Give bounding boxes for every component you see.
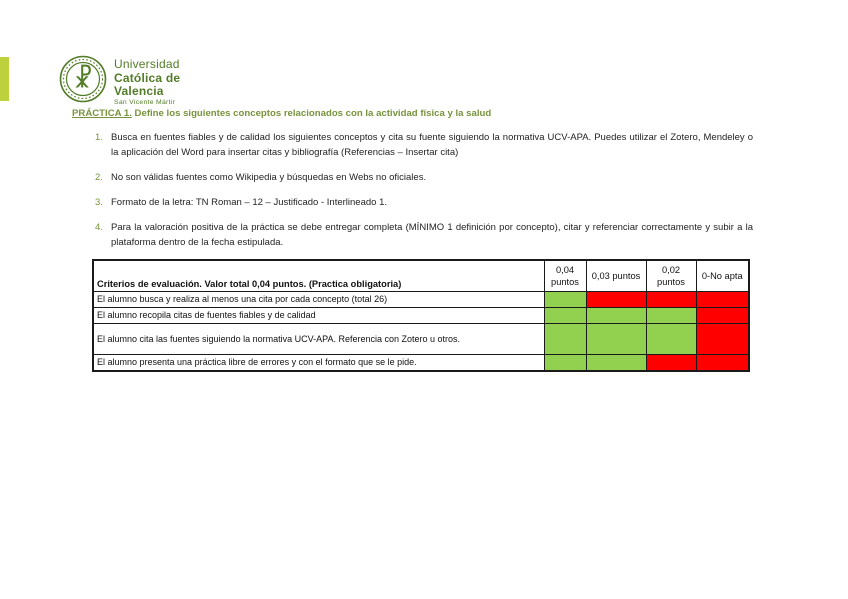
- list-text: No son válidas fuentes como Wikipedia y …: [111, 172, 427, 183]
- university-logo: ☧ Universidad Católica de Valencia San V…: [59, 55, 180, 106]
- score-cell: [543, 291, 587, 308]
- list-number: 2.: [95, 172, 103, 183]
- list-text: Para la valoración positiva de la prácti…: [111, 222, 753, 248]
- list-item: 4. Para la valoración positiva de la prá…: [95, 220, 753, 250]
- svg-text:☧: ☧: [73, 65, 93, 94]
- score-cell: [585, 354, 647, 372]
- criteria-cell: El alumno recopila citas de fuentes fiab…: [92, 307, 545, 324]
- score-cell: [695, 323, 750, 355]
- score-cell: [543, 307, 587, 324]
- list-item: 1. Busca en fuentes fiables y de calidad…: [95, 130, 753, 160]
- page-title: PRÁCTICA 1. Define los siguientes concep…: [72, 107, 772, 121]
- criteria-cell: El alumno busca y realiza al menos una c…: [92, 291, 545, 308]
- score-cell: [695, 307, 750, 324]
- score-cell: [645, 354, 697, 372]
- practice-title-text: Define los siguientes conceptos relacion…: [131, 108, 492, 119]
- list-text: Formato de la letra: TN Roman – 12 – Jus…: [111, 197, 387, 208]
- left-accent-bar: [0, 57, 9, 101]
- criteria-cell: El alumno presenta una práctica libre de…: [92, 354, 545, 372]
- logo-text-catolica: Católica de: [114, 70, 181, 85]
- table-row: El alumno busca y realiza al menos una c…: [92, 291, 750, 308]
- table-header-row: Criterios de evaluación. Valor total 0,0…: [92, 259, 750, 292]
- table-row: El alumno cita las fuentes siguiendo la …: [92, 323, 750, 355]
- ucv-seal-icon: ☧: [59, 55, 107, 103]
- score-header-002: 0,02 puntos: [645, 259, 697, 292]
- score-header-004: 0,04 puntos: [543, 259, 587, 292]
- list-item: 2. No son válidas fuentes como Wikipedia…: [95, 170, 753, 185]
- score-cell: [585, 323, 647, 355]
- practice-label: PRÁCTICA 1.: [72, 108, 132, 119]
- criteria-header: Criterios de evaluación. Valor total 0,0…: [92, 259, 545, 292]
- logo-text-valencia: Valencia: [114, 84, 164, 98]
- instruction-list: 1. Busca en fuentes fiables y de calidad…: [95, 130, 753, 260]
- score-cell: [585, 307, 647, 324]
- logo-text-universidad: Universidad: [114, 57, 180, 71]
- table-row: El alumno presenta una práctica libre de…: [92, 354, 750, 372]
- score-cell: [543, 323, 587, 355]
- table-row: El alumno recopila citas de fuentes fiab…: [92, 307, 750, 324]
- list-number: 1.: [95, 132, 103, 143]
- list-number: 4.: [95, 222, 103, 233]
- score-cell: [585, 291, 647, 308]
- score-cell: [645, 307, 697, 324]
- score-cell: [695, 291, 750, 308]
- list-text: Busca en fuentes fiables y de calidad lo…: [111, 132, 753, 158]
- criteria-cell: El alumno cita las fuentes siguiendo la …: [92, 323, 545, 355]
- score-cell: [645, 291, 697, 308]
- score-cell: [695, 354, 750, 372]
- score-header-noapta: 0-No apta: [695, 259, 750, 292]
- logo-text-subtitle: San Vicente Mártir: [114, 98, 176, 106]
- evaluation-rubric-table: Criterios de evaluación. Valor total 0,0…: [92, 259, 750, 372]
- score-cell: [645, 323, 697, 355]
- score-header-003: 0,03 puntos: [585, 259, 647, 292]
- score-cell: [543, 354, 587, 372]
- list-number: 3.: [95, 197, 103, 208]
- list-item: 3. Formato de la letra: TN Roman – 12 – …: [95, 195, 753, 210]
